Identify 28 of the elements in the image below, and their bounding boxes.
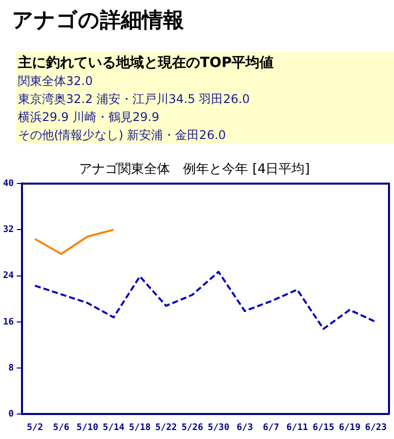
- text: 主に釣れている地域と現在のTOP平均値: [18, 54, 275, 72]
- y-tick-label: 32: [2, 225, 14, 236]
- x-tick-label: 6/23: [365, 422, 387, 433]
- text: 関東全体32.0: [18, 73, 94, 90]
- x-tick-label: 6/15: [312, 422, 334, 433]
- x-tick-label: 5/18: [129, 422, 151, 433]
- x-tick-label: 6/7: [262, 422, 280, 433]
- x-tick-label: 5/10: [76, 422, 98, 433]
- chart-title: アナゴの詳細情報: [12, 7, 185, 34]
- x-tick-label: 5/22: [155, 422, 177, 433]
- x-tick-label: 5/14: [102, 422, 126, 433]
- chart-subtitle: アナゴ関東全体 例年と今年 [4日平均]: [79, 162, 310, 178]
- y-tick-label: 8: [8, 363, 14, 374]
- y-tick-label: 16: [2, 317, 14, 328]
- x-tick-label: 5/2: [26, 422, 44, 433]
- y-tick-label: 40: [2, 178, 14, 189]
- line-series: [34, 270, 377, 330]
- x-tick-label: 5/26: [181, 422, 204, 433]
- x-tick-label: 6/19: [338, 422, 361, 433]
- text: 横浜29.9 川崎・鶴見29.9: [18, 109, 160, 126]
- text: 東京湾奥32.2 浦安・江戸川34.5 羽田26.0: [18, 91, 251, 108]
- x-tick-label: 6/3: [236, 422, 253, 433]
- x-tick-label: 5/6: [53, 422, 70, 433]
- text: その他(情報少なし) 新安浦・金田26.0: [18, 127, 227, 144]
- y-tick-label: 0: [8, 410, 14, 420]
- y-tick-label: 24: [2, 271, 14, 282]
- x-tick-label: 6/11: [286, 422, 308, 433]
- x-tick-label: 5/30: [208, 422, 230, 433]
